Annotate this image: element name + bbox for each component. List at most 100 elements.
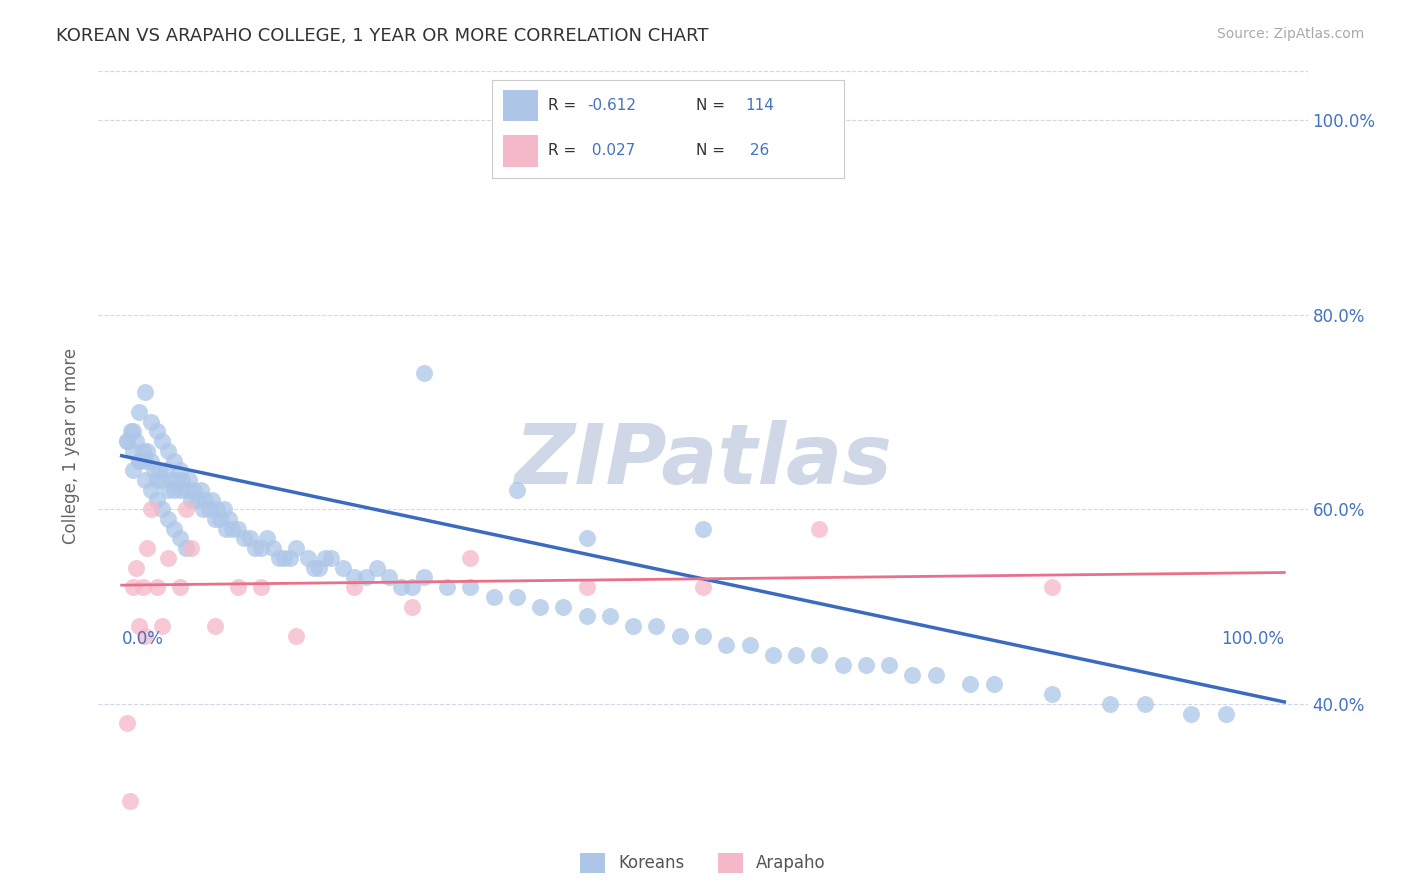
Point <box>808 522 831 536</box>
Point <box>575 532 598 546</box>
Text: Source: ZipAtlas.com: Source: ZipAtlas.com <box>1216 27 1364 41</box>
Y-axis label: College, 1 year or more: College, 1 year or more <box>62 348 80 544</box>
Point <box>278 550 301 565</box>
Point <box>150 502 173 516</box>
Point <box>155 463 177 477</box>
Point <box>959 677 981 691</box>
Point <box>117 434 139 449</box>
Point <box>124 434 146 449</box>
Point <box>201 492 224 507</box>
Point <box>1215 706 1237 721</box>
Point <box>212 502 235 516</box>
Point <box>250 541 273 556</box>
Text: R =: R = <box>548 98 582 112</box>
Point <box>529 599 551 614</box>
Point <box>482 590 505 604</box>
Point <box>506 483 529 497</box>
Point <box>877 657 900 672</box>
Point <box>308 560 330 574</box>
Point <box>506 590 529 604</box>
Point <box>180 541 202 556</box>
Point <box>575 609 598 624</box>
Point <box>172 473 194 487</box>
Point <box>145 580 167 594</box>
Point <box>297 550 319 565</box>
Text: 0.027: 0.027 <box>588 143 636 158</box>
Point <box>134 473 156 487</box>
Point <box>343 570 366 584</box>
Point <box>226 522 249 536</box>
Bar <box>503 90 537 121</box>
Point <box>117 716 139 731</box>
Point <box>186 492 208 507</box>
Point <box>262 541 284 556</box>
Legend: Koreans, Arapaho: Koreans, Arapaho <box>574 847 832 880</box>
Point <box>314 550 336 565</box>
Point <box>143 463 166 477</box>
Point <box>190 483 212 497</box>
Point <box>150 473 173 487</box>
Point <box>128 453 150 467</box>
Point <box>1040 580 1063 594</box>
Text: 114: 114 <box>745 98 775 112</box>
Text: R =: R = <box>548 143 582 158</box>
Point <box>209 512 232 526</box>
Point <box>134 385 156 400</box>
Point <box>134 629 156 643</box>
Point <box>215 522 238 536</box>
Point <box>157 512 180 526</box>
Point <box>139 502 162 516</box>
Point <box>205 502 228 516</box>
Point <box>762 648 785 663</box>
Point <box>343 580 366 594</box>
Point <box>150 434 173 449</box>
Point <box>553 599 575 614</box>
Point <box>226 580 249 594</box>
Point <box>460 580 482 594</box>
Point <box>139 453 162 467</box>
Point <box>250 580 273 594</box>
Point <box>354 570 377 584</box>
Point <box>218 512 240 526</box>
Point <box>1180 706 1202 721</box>
Point <box>118 794 141 808</box>
Point <box>831 657 853 672</box>
Point <box>163 483 186 497</box>
Point <box>180 492 202 507</box>
Point <box>599 609 621 624</box>
Point <box>136 443 159 458</box>
Point <box>204 619 226 633</box>
Point <box>148 463 170 477</box>
Point <box>157 550 180 565</box>
Point <box>169 463 191 477</box>
Point <box>122 443 145 458</box>
Point <box>139 483 162 497</box>
Point <box>145 473 167 487</box>
Point <box>901 667 924 681</box>
Point <box>245 541 267 556</box>
Point <box>267 550 290 565</box>
Text: N =: N = <box>696 98 730 112</box>
Point <box>413 570 436 584</box>
Text: -0.612: -0.612 <box>588 98 636 112</box>
Point <box>855 657 877 672</box>
Point <box>285 541 308 556</box>
Point <box>738 639 761 653</box>
Point <box>1133 697 1156 711</box>
Point <box>366 560 388 574</box>
Point <box>122 463 145 477</box>
Point <box>169 483 191 497</box>
Point <box>157 443 180 458</box>
Point <box>169 580 191 594</box>
Point <box>124 560 146 574</box>
Point <box>983 677 1005 691</box>
Point <box>378 570 401 584</box>
Point <box>145 492 167 507</box>
Point <box>401 580 423 594</box>
Point <box>198 502 221 516</box>
Point <box>575 580 598 594</box>
Point <box>122 425 145 439</box>
Point <box>1040 687 1063 701</box>
Point <box>128 405 150 419</box>
Point <box>239 532 262 546</box>
